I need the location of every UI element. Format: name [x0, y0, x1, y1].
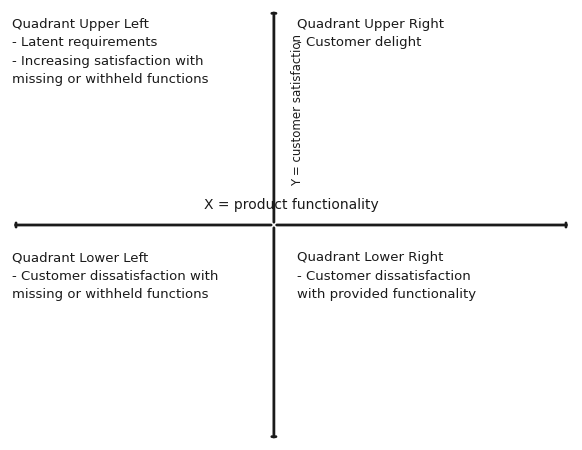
Text: Quadrant Lower Right
- Customer dissatisfaction
with provided functionality: Quadrant Lower Right - Customer dissatis… [297, 252, 476, 302]
Text: Quadrant Lower Left
- Customer dissatisfaction with
missing or withheld function: Quadrant Lower Left - Customer dissatisf… [12, 252, 218, 302]
Text: Quadrant Upper Left
- Latent requirements
- Increasing satisfaction with
missing: Quadrant Upper Left - Latent requirement… [12, 18, 208, 86]
Text: Y = customer satisfaction: Y = customer satisfaction [291, 34, 304, 186]
Text: Quadrant Upper Right
- Customer delight: Quadrant Upper Right - Customer delight [297, 18, 443, 49]
Text: X = product functionality: X = product functionality [204, 198, 378, 212]
